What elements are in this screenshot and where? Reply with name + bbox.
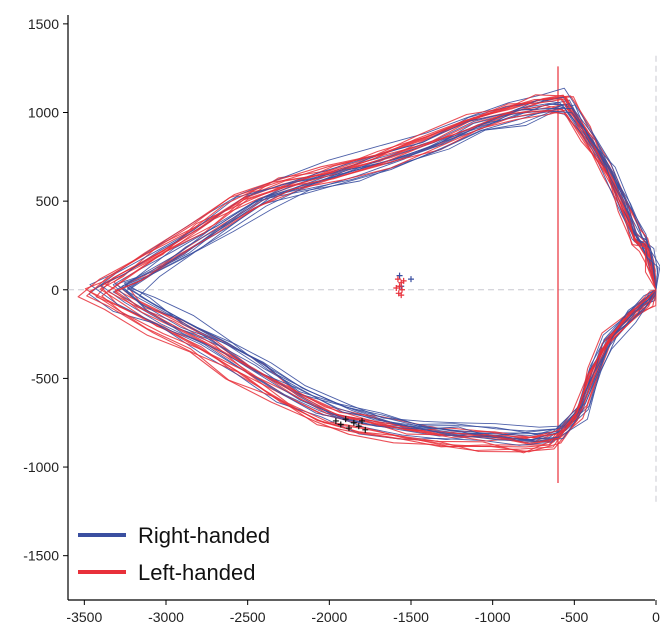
y-tick-label: 0 [51, 282, 59, 298]
y-tick-label: -1000 [23, 459, 59, 475]
left-handed-trace [107, 104, 657, 442]
legend-label-left-handed: Left-handed [138, 560, 255, 585]
series-layer [77, 87, 660, 454]
right-handed-marker [396, 272, 403, 279]
left-handed-marker [400, 277, 407, 284]
black-marker [355, 423, 362, 430]
black-marker [337, 421, 344, 428]
x-tick-label: -2500 [230, 609, 266, 625]
black-marker [350, 419, 357, 426]
x-tick-label: -1000 [475, 609, 511, 625]
black-marker [359, 417, 365, 424]
left-handed-marker [393, 285, 400, 291]
left-handed-trace [101, 109, 657, 448]
right-handed-trace [125, 110, 659, 442]
black-marker [332, 417, 339, 424]
right-handed-trace [123, 106, 657, 432]
x-tick-label: -2000 [311, 609, 347, 625]
left-handed-trace [95, 97, 657, 448]
legend-label-right-handed: Right-handed [138, 523, 270, 548]
x-tick-label: -1500 [393, 609, 429, 625]
left-handed-trace [99, 96, 657, 441]
left-handed-marker [398, 292, 405, 299]
right-handed-trace [120, 103, 657, 441]
left-handed-trace [89, 95, 657, 453]
right-handed-trace [100, 96, 657, 441]
left-handed-trace [113, 96, 657, 442]
right-handed-trace [88, 99, 657, 446]
right-handed-trace [115, 99, 657, 441]
y-tick-label: 1000 [28, 105, 59, 121]
y-tick-label: -1500 [23, 548, 59, 564]
right-handed-trace [89, 87, 657, 443]
left-handed-marker [399, 286, 406, 293]
left-handed-marker [394, 276, 401, 283]
left-handed-trace [100, 96, 657, 443]
x-tick-label: -3000 [148, 609, 184, 625]
right-handed-marker [408, 276, 414, 283]
left-handed-trace [77, 98, 657, 452]
left-handed-trace [114, 110, 657, 444]
x-tick-label: -3500 [66, 609, 102, 625]
black-marker [362, 426, 369, 433]
y-tick-label: 500 [36, 193, 60, 209]
axes: 1500 1000 500 0 -500 -1000 -1500 -3500 -3000 -25… [23, 15, 660, 625]
left-handed-marker [396, 283, 403, 290]
y-tick-label: 1500 [28, 16, 59, 32]
left-handed-trace [103, 94, 657, 440]
y-ticks: 1500 1000 500 0 -500 -1000 -1500 [23, 16, 68, 564]
left-handed-trace [86, 98, 657, 454]
black-marker [342, 416, 349, 423]
y-tick-label: -500 [31, 370, 59, 386]
black-marker [345, 425, 352, 432]
x-tick-label: 0 [652, 609, 660, 625]
x-ticks: -3500 -3000 -2500 -2000 -1500 -1000 -500 0 [66, 600, 660, 625]
x-tick-label: -500 [560, 609, 588, 625]
marker-layer [332, 272, 414, 433]
legend: Right-handed Left-handed [78, 523, 270, 585]
